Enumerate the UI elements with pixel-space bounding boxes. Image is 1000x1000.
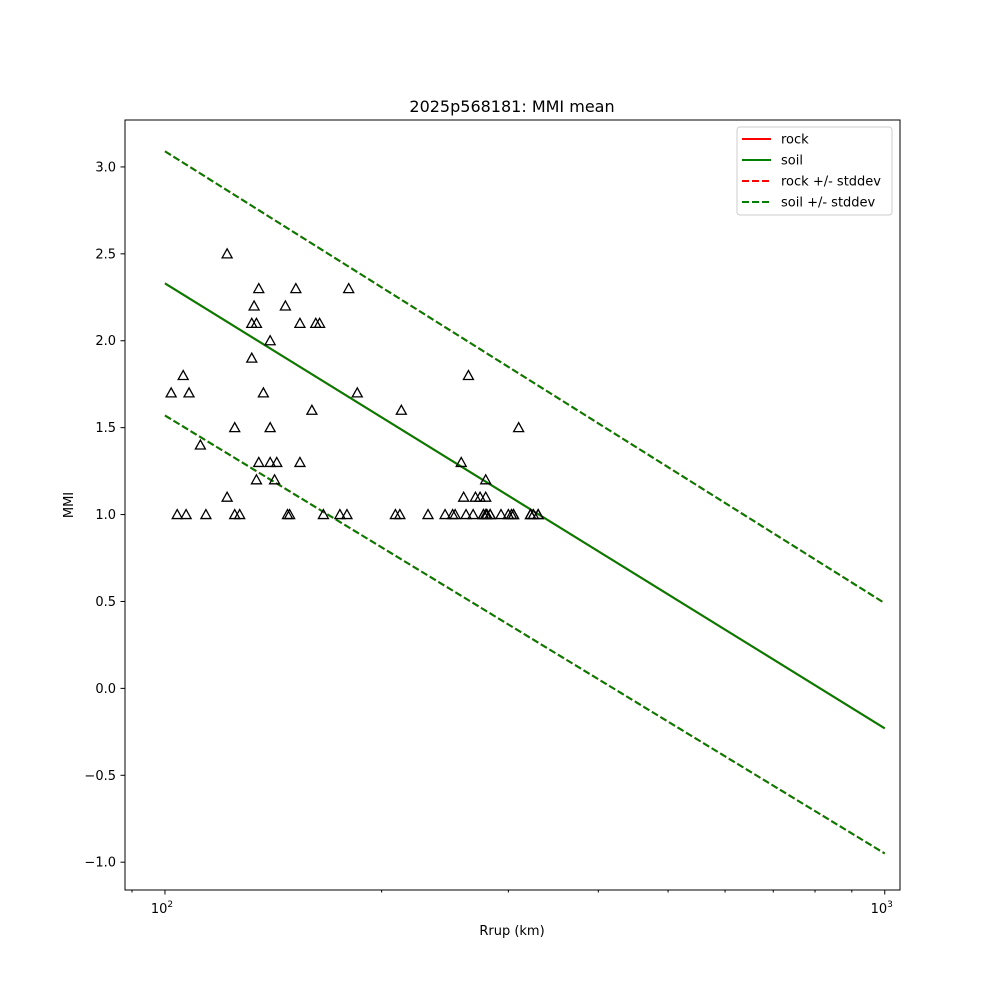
legend-box — [736, 126, 893, 216]
data-point-8 — [221, 490, 234, 502]
data-point-10 — [228, 421, 241, 433]
data-point-43 — [438, 508, 452, 520]
series-line-4 — [164, 150, 886, 605]
data-point-27 — [283, 508, 296, 520]
data-point-63 — [494, 508, 508, 520]
data-point-15 — [250, 317, 263, 329]
data-point-62 — [484, 508, 497, 520]
y-tick-label-3: 1.5 — [95, 421, 116, 436]
data-point-2 — [177, 369, 190, 381]
data-point-55 — [479, 473, 492, 485]
data-point-19 — [257, 386, 270, 398]
x-axis: 102 103 — [131, 890, 893, 917]
x-tick-label-exponent-0: 2 — [167, 900, 173, 910]
data-point-16 — [250, 473, 263, 485]
data-point-13 — [245, 351, 258, 363]
plot-area-frame — [124, 119, 901, 891]
data-point-28 — [289, 282, 302, 294]
legend-label-1: soil — [781, 154, 803, 169]
y-tick-label-2: 2.0 — [95, 334, 116, 349]
data-point-38 — [351, 386, 364, 398]
data-point-50 — [467, 508, 480, 520]
data-point-73 — [532, 508, 545, 520]
data-point-48 — [459, 508, 473, 520]
data-point-67 — [507, 508, 520, 520]
y-tick-label-7: −0.5 — [84, 769, 116, 784]
data-point-35 — [333, 508, 347, 520]
data-point-22 — [264, 421, 277, 433]
data-point-6 — [199, 508, 213, 520]
y-axis-label: MMI — [62, 492, 77, 518]
data-points — [165, 247, 545, 520]
y-axis: 3.0 2.5 2.0 1.5 1.0 0.5 0.0 −0.5 −1.0 — [84, 160, 125, 871]
x-tick-label-exponent-1: 3 — [887, 900, 893, 910]
data-point-29 — [293, 317, 307, 329]
data-point-7 — [221, 247, 234, 259]
data-point-33 — [313, 317, 326, 329]
y-tick-label-5: 0.5 — [95, 595, 116, 610]
data-point-42 — [421, 508, 435, 520]
data-point-45 — [449, 508, 462, 520]
data-point-47 — [457, 490, 470, 502]
legend: rock soil rock +/- stddev soil +/- stddev — [736, 126, 893, 216]
data-point-25 — [279, 299, 292, 311]
data-point-0 — [165, 386, 178, 398]
data-point-46 — [455, 456, 468, 468]
data-point-21 — [264, 334, 277, 346]
data-point-37 — [342, 282, 355, 294]
data-point-20 — [264, 456, 277, 468]
y-tick-label-8: −1.0 — [84, 856, 116, 871]
data-point-40 — [393, 508, 406, 520]
data-point-11 — [233, 508, 246, 520]
data-point-49 — [462, 369, 475, 381]
x-axis-label: Rrup (km) — [479, 924, 544, 939]
data-point-5 — [194, 438, 207, 450]
data-point-68 — [512, 421, 525, 433]
y-tick-label-6: 0.0 — [95, 682, 116, 697]
data-point-17 — [252, 282, 265, 294]
y-tick-label-0: 3.0 — [95, 160, 116, 175]
series-lines — [164, 150, 886, 855]
x-tick-label-1: 103 — [871, 900, 893, 917]
data-point-3 — [180, 508, 193, 520]
data-point-1 — [171, 508, 184, 520]
series-line-5 — [164, 414, 886, 855]
chart-title: 2025p568181: MMI mean — [409, 97, 614, 116]
data-point-24 — [270, 456, 283, 468]
y-tick-label-1: 2.5 — [95, 247, 116, 262]
legend-label-0: rock — [781, 133, 809, 148]
data-point-30 — [293, 456, 307, 468]
legend-label-2: rock +/- stddev — [781, 175, 881, 190]
data-point-41 — [395, 403, 408, 415]
x-tick-label-0: 102 — [151, 900, 173, 917]
data-point-4 — [182, 386, 196, 398]
data-point-34 — [317, 508, 330, 520]
y-tick-label-4: 1.0 — [95, 508, 116, 523]
data-point-14 — [248, 299, 261, 311]
data-point-23 — [268, 473, 281, 485]
data-point-36 — [340, 508, 354, 520]
data-point-31 — [305, 403, 318, 415]
data-point-18 — [252, 456, 265, 468]
series-line-1 — [164, 282, 886, 730]
data-point-56 — [479, 490, 492, 502]
legend-label-3: soil +/- stddev — [781, 196, 876, 211]
